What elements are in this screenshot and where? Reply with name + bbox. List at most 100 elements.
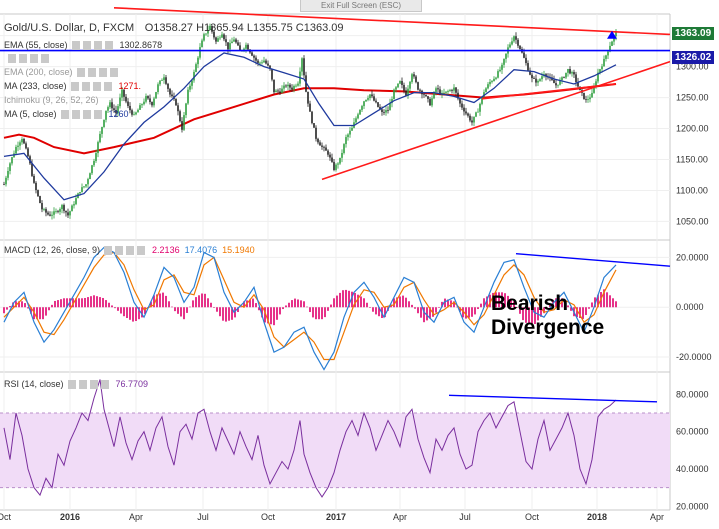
- candle-body: [297, 83, 299, 86]
- candle-body: [537, 80, 539, 83]
- candle-body: [453, 87, 455, 91]
- trend-line: [481, 83, 617, 100]
- macd-histogram-bar: [105, 300, 107, 308]
- candle-body: [111, 102, 113, 109]
- candle-body: [179, 111, 181, 122]
- candle-body: [147, 96, 149, 99]
- macd-histogram-bar: [132, 307, 134, 322]
- macd-histogram-bar: [585, 307, 587, 316]
- candle-body: [265, 60, 267, 64]
- price-tick-label: 1200.00: [676, 124, 709, 134]
- candle-body: [327, 150, 329, 155]
- candle-body: [255, 57, 257, 61]
- candle-body: [19, 142, 21, 146]
- macd-histogram-bar: [60, 299, 62, 308]
- macd-histogram-bar: [183, 307, 185, 320]
- macd-histogram-bar: [9, 306, 11, 308]
- macd-histogram-bar: [609, 295, 611, 308]
- legend-rsi: RSI (14, close) 76.7709: [4, 379, 148, 390]
- candle-body: [363, 101, 365, 107]
- macd-histogram-bar: [411, 304, 413, 308]
- macd-histogram-bar: [279, 307, 281, 315]
- candle-body: [437, 88, 439, 90]
- candle-body: [341, 152, 343, 158]
- macd-histogram-bar: [249, 299, 251, 308]
- candle-body: [199, 47, 201, 58]
- candle-body: [493, 78, 495, 82]
- candle-body: [223, 34, 225, 40]
- macd-histogram-bar: [258, 307, 260, 311]
- ema200-settings-buttons[interactable]: [76, 68, 121, 78]
- candle-body: [313, 123, 315, 128]
- macd-histogram-bar: [213, 307, 215, 308]
- macd-histogram-bar: [45, 307, 47, 316]
- x-tick-label: Jul: [197, 512, 209, 522]
- ma5-settings-buttons[interactable]: [60, 110, 105, 120]
- macd-histogram-bar: [513, 301, 515, 308]
- macd-settings-buttons[interactable]: [104, 246, 149, 256]
- candle-body: [105, 110, 107, 120]
- candle-body: [115, 109, 117, 114]
- candle-body: [555, 83, 557, 86]
- macd-histogram-bar: [21, 301, 23, 308]
- x-tick-label: Oct: [261, 512, 276, 522]
- macd-histogram-bar: [267, 307, 269, 324]
- macd-histogram-bar: [264, 307, 266, 323]
- macd-histogram-bar: [393, 298, 395, 308]
- candle-body: [27, 148, 29, 157]
- candle-body: [287, 84, 289, 87]
- candle-body: [587, 99, 589, 100]
- macd-histogram-bar: [99, 297, 101, 308]
- candle-body: [193, 71, 195, 81]
- exit-full-screen-button[interactable]: Exit Full Screen (ESC): [300, 0, 422, 12]
- legend-line2-buttons[interactable]: [8, 54, 52, 64]
- macd-histogram-bar: [135, 307, 137, 321]
- candle-body: [471, 120, 473, 123]
- macd-histogram-bar: [360, 296, 362, 308]
- candle-body: [5, 177, 7, 185]
- macd-histogram-bar: [321, 307, 323, 320]
- candle-body: [291, 87, 293, 90]
- rsi-settings-buttons[interactable]: [67, 380, 112, 390]
- candle-body: [429, 98, 431, 106]
- macd-histogram-bar: [6, 307, 8, 310]
- candle-body: [171, 94, 173, 97]
- candle-body: [365, 99, 367, 102]
- ema55-settings-buttons[interactable]: [71, 41, 116, 51]
- macd-histogram-bar: [96, 296, 98, 308]
- candle-body: [381, 109, 383, 112]
- macd-histogram-bar: [582, 307, 584, 319]
- macd-histogram-bar: [102, 297, 104, 308]
- macd-label: MACD (12, 26, close, 9): [4, 245, 101, 255]
- macd-histogram-bar: [492, 292, 494, 308]
- candle-body: [601, 66, 603, 70]
- macd-histogram-bar: [528, 307, 530, 324]
- macd-histogram-bar: [30, 307, 32, 314]
- macd-histogram-bar: [18, 301, 20, 308]
- macd-histogram-bar: [276, 307, 278, 320]
- macd-histogram-bar: [474, 307, 476, 315]
- macd-histogram-bar: [201, 293, 203, 308]
- candle-body: [131, 110, 133, 115]
- candle-body: [343, 144, 345, 153]
- ma233-settings-buttons[interactable]: [70, 82, 115, 92]
- candle-body: [163, 77, 165, 81]
- macd-histogram-bar: [576, 307, 578, 318]
- candle-body: [159, 80, 161, 85]
- candle-body: [85, 184, 87, 187]
- macd-histogram-bar: [333, 298, 335, 308]
- macd-histogram-bar: [108, 302, 110, 308]
- candle-body: [47, 212, 49, 215]
- macd-histogram-bar: [207, 298, 209, 308]
- candle-body: [345, 137, 347, 145]
- candle-body: [125, 96, 127, 102]
- x-tick-label: Apr: [650, 512, 664, 522]
- macd-histogram-bar: [171, 306, 173, 308]
- macd-histogram-bar: [195, 297, 197, 308]
- candle-body: [283, 85, 285, 89]
- rsi-label: RSI (14, close): [4, 379, 64, 389]
- candle-body: [565, 72, 567, 78]
- candle-body: [33, 175, 35, 183]
- candle-body: [331, 157, 333, 162]
- candle-body: [89, 173, 91, 180]
